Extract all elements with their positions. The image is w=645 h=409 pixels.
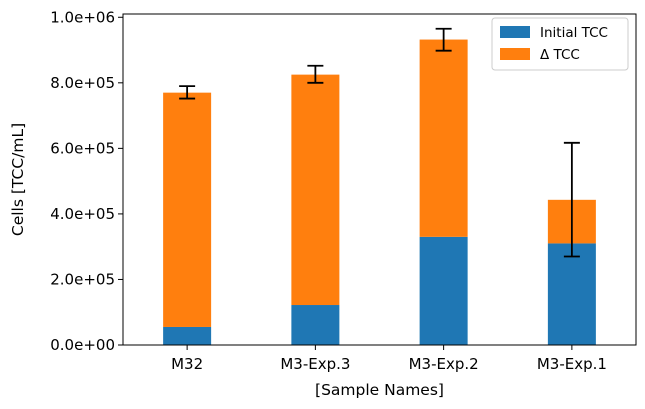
bar-initial-3 (547, 243, 596, 345)
legend-label-0: Initial TCC (540, 25, 608, 41)
error-bar-0 (179, 85, 196, 100)
y-tick-label-1: 2.0e+05 (50, 270, 115, 288)
x-tick-label-0: M32 (171, 355, 203, 373)
y-tick-label-2: 4.0e+05 (50, 205, 115, 223)
y-axis-label: Cells [TCC/mL] (9, 123, 27, 236)
bar-delta-2 (419, 39, 468, 237)
y-tick-label-5: 1.0e+06 (50, 8, 115, 26)
x-tick-label-3: M3-Exp.1 (537, 355, 607, 373)
bars-layer (163, 39, 596, 345)
legend-label-1: Δ TCC (540, 47, 580, 63)
bar-initial-1 (291, 305, 340, 345)
bar-delta-0 (163, 92, 212, 327)
y-tick-label-0: 0.0e+00 (50, 336, 115, 354)
y-tick-label-3: 6.0e+05 (50, 139, 115, 157)
bar-delta-1 (291, 74, 340, 306)
y-tick-label-4: 8.0e+05 (50, 74, 115, 92)
plot-frame (122, 13, 637, 346)
x-axis: M32 M3-Exp.3 M3-Exp.2 M3-Exp.1 (171, 345, 607, 373)
error-bar-3 (563, 141, 580, 258)
error-bars-layer (179, 27, 580, 258)
x-axis-label: [Sample Names] (315, 381, 444, 399)
legend-swatch-1 (500, 48, 530, 60)
bar-initial-2 (419, 236, 468, 345)
legend-swatch-0 (500, 26, 530, 38)
x-tick-label-2: M3-Exp.2 (409, 355, 479, 373)
error-bar-1 (307, 64, 324, 84)
x-tick-label-1: M3-Exp.3 (280, 355, 350, 373)
error-bar-2 (435, 27, 452, 52)
y-axis: 0.0e+00 2.0e+05 4.0e+05 6.0e+05 8.0e+05 1.0e+… (50, 8, 123, 354)
bar-initial-0 (163, 326, 212, 345)
legend: Initial TCC Δ TCC (491, 17, 629, 71)
